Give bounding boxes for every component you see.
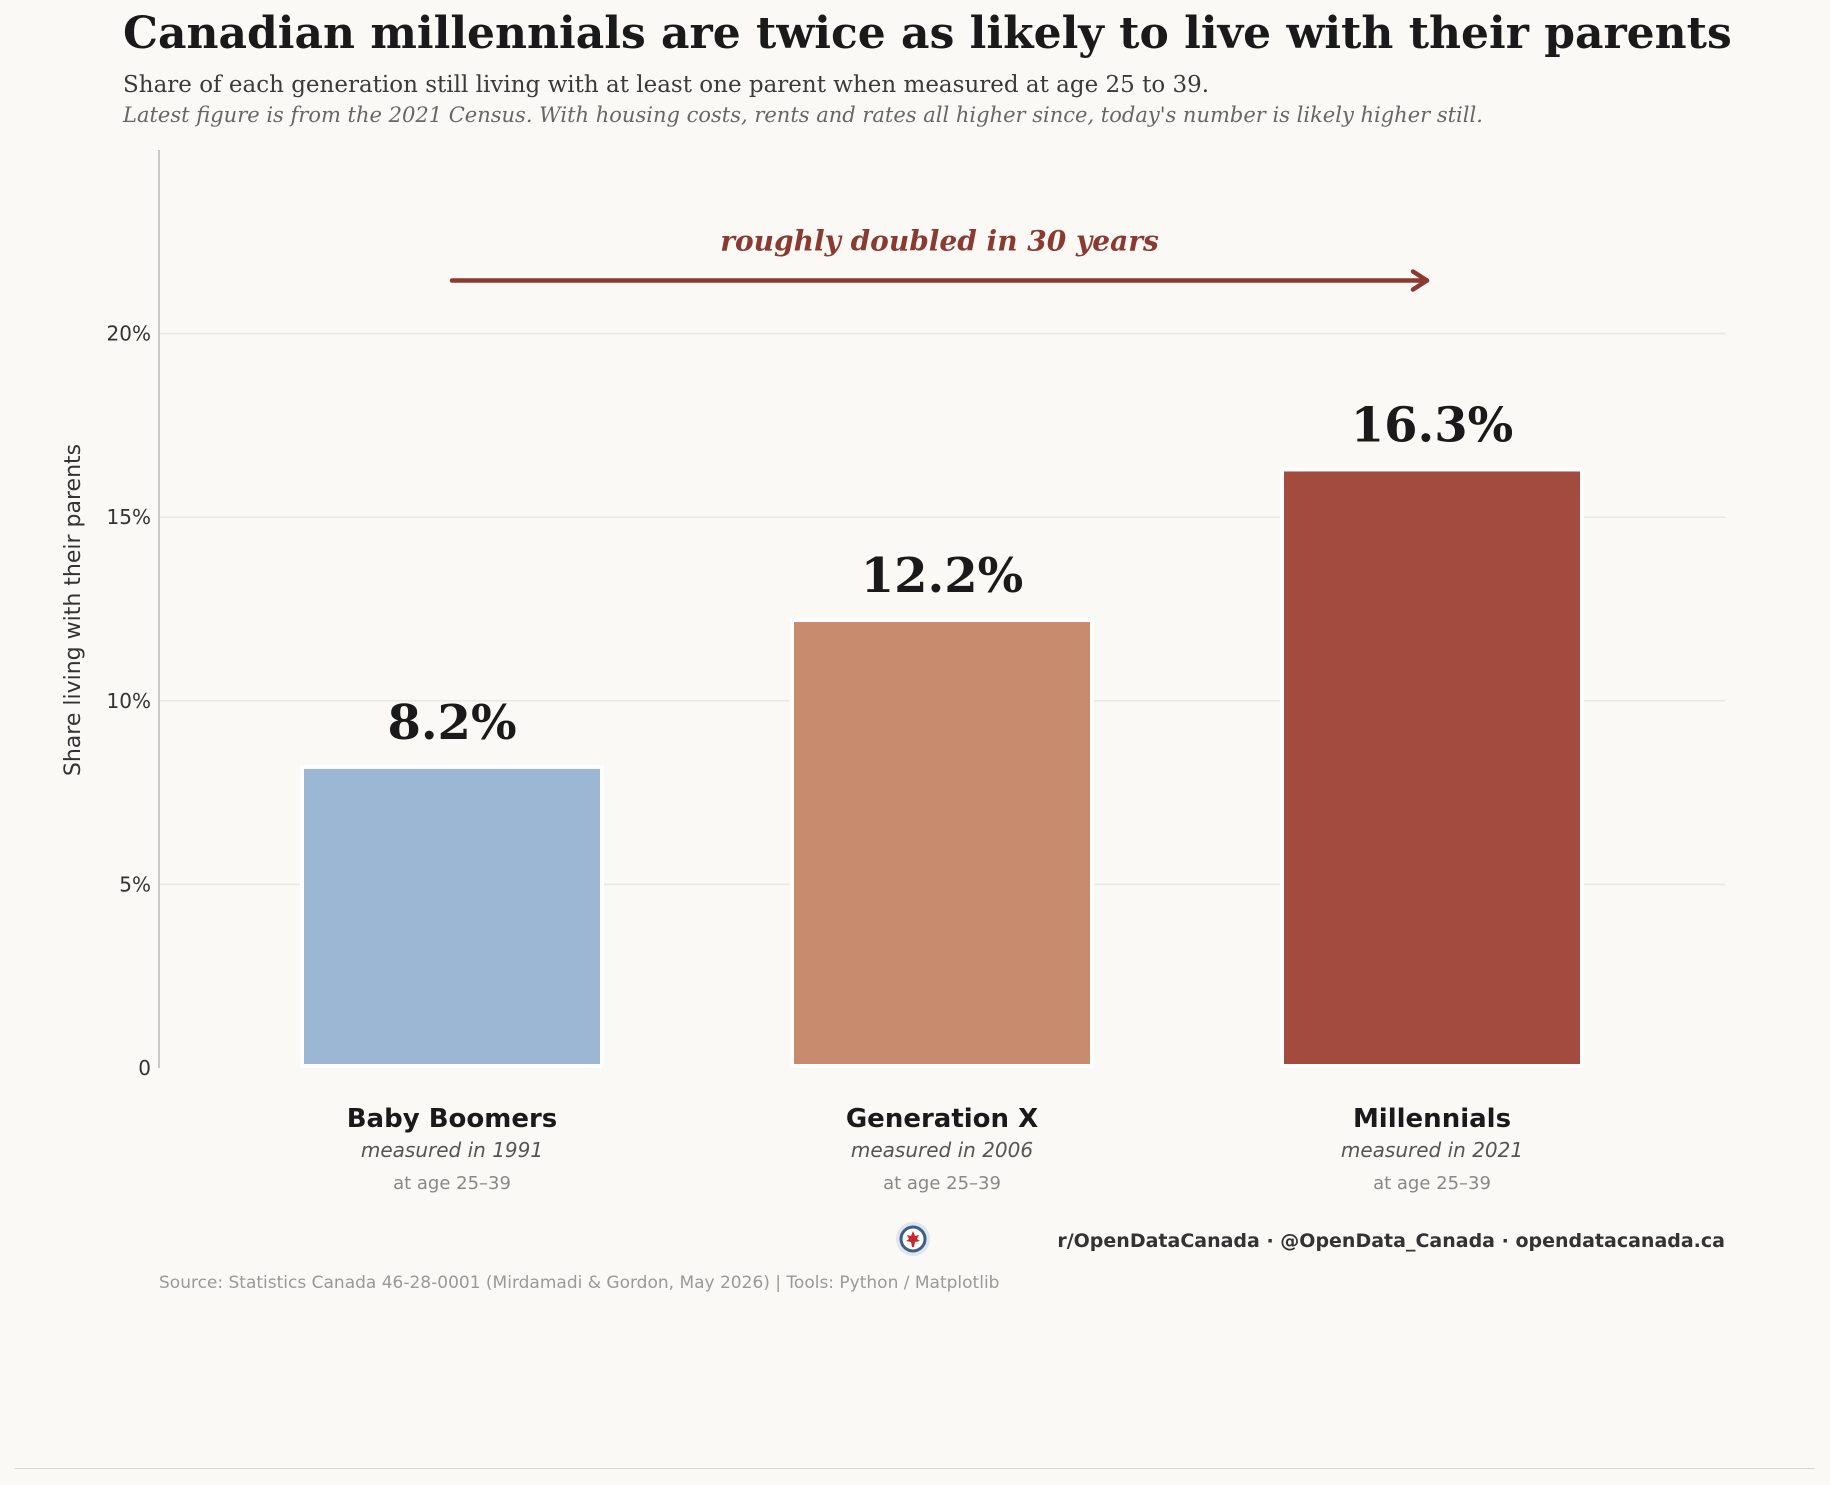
bars (300, 467, 1584, 1068)
y-tick-label: 20% (107, 322, 151, 346)
bottom-divider (15, 1468, 1815, 1469)
bar-value-label: 12.2% (861, 548, 1024, 604)
bar (300, 764, 604, 1068)
category-sublabel: measured in 2006 (851, 1138, 1033, 1162)
annotation-arrowhead (1410, 269, 1430, 292)
y-tick-labels: 0 5% 10% 15% 20% (107, 322, 151, 1080)
category-label: Baby Boomers (347, 1104, 558, 1134)
y-axis-label: Share living with their parents (61, 444, 86, 776)
category-sublabel: measured in 1991 (361, 1138, 543, 1162)
bar-value-label: 8.2% (387, 695, 516, 751)
category-labels: Baby Boomers measured in 1991 at age 25–39… (347, 1104, 1523, 1194)
bar (790, 618, 1094, 1068)
category-label: Millennials (1353, 1104, 1511, 1134)
bar-value-labels: 8.2% 12.2% 16.3% (387, 397, 1513, 750)
y-tick-label: 0 (138, 1056, 151, 1080)
y-tick-label: 10% (107, 689, 151, 713)
category-sublabel: measured in 2021 (1341, 1138, 1523, 1162)
chart-title: Canadian millennials are twice as likely… (123, 8, 1732, 59)
category-label: Generation X (846, 1104, 1038, 1134)
chart-subtitle: Share of each generation still living wi… (123, 72, 1210, 98)
annotation: roughly doubled in 30 years (449, 225, 1430, 292)
source-note: Source: Statistics Canada 46-28-0001 (Mi… (159, 1273, 1000, 1293)
bar-value-label: 16.3% (1351, 397, 1514, 453)
y-tick-label: 5% (119, 872, 151, 896)
bar (1280, 467, 1584, 1068)
category-age-label: at age 25–39 (393, 1173, 511, 1194)
annotation-text: roughly doubled in 30 years (720, 225, 1159, 258)
chart-note: Latest figure is from the 2021 Census. W… (123, 103, 1483, 127)
category-age-label: at age 25–39 (1373, 1173, 1491, 1194)
maple-leaf-logo-icon (894, 1220, 932, 1258)
category-age-label: at age 25–39 (883, 1173, 1001, 1194)
footer-handles: r/OpenDataCanada · @OpenData_Canada · op… (1057, 1230, 1725, 1252)
y-tick-label: 15% (107, 505, 151, 529)
